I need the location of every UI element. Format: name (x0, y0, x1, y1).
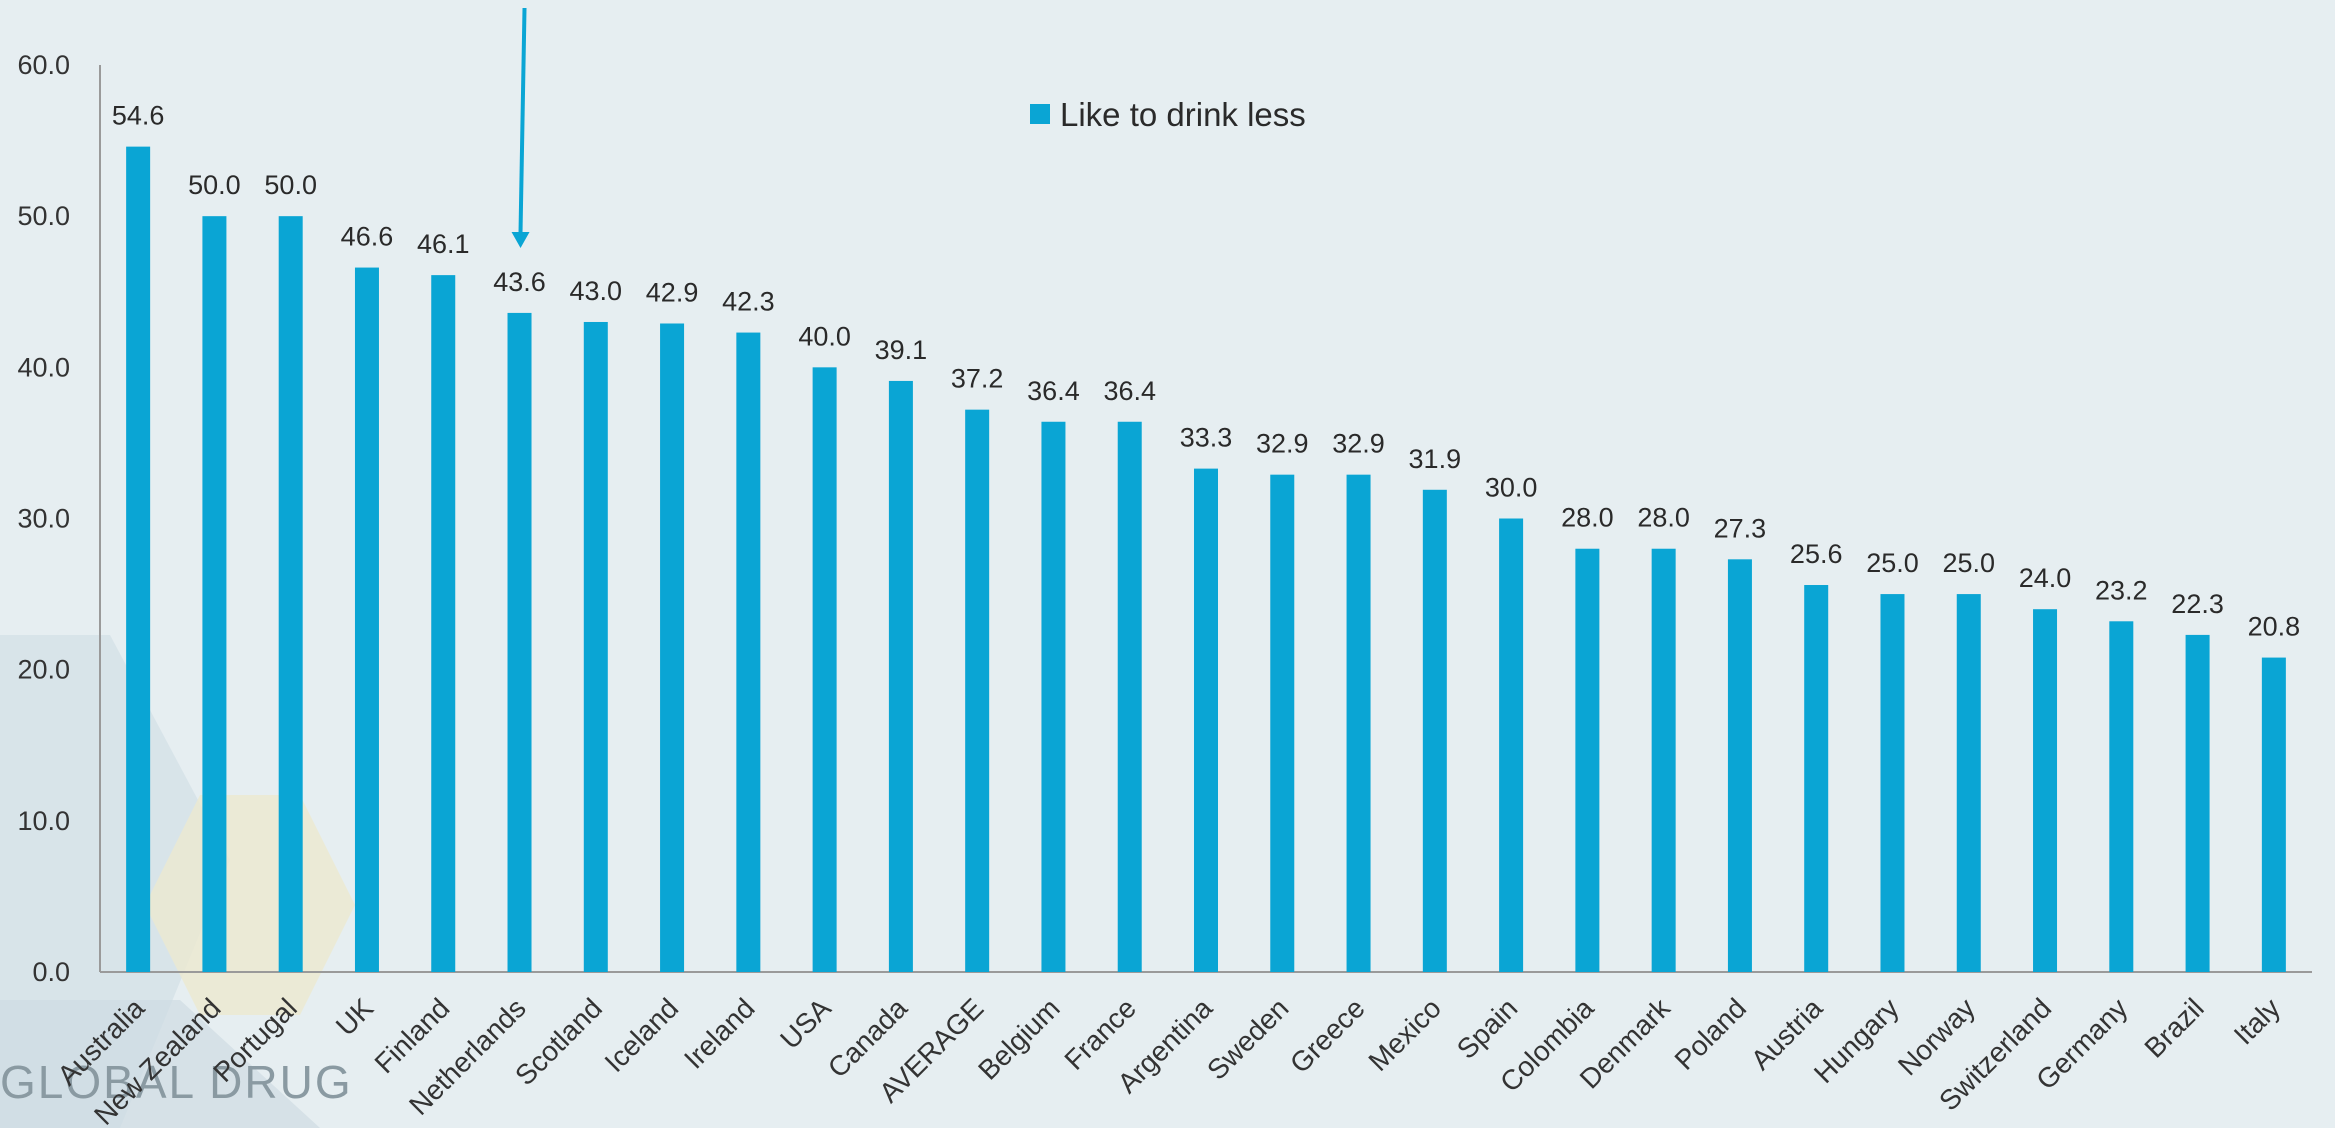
data-label: 40.0 (798, 321, 851, 351)
arrow-shaft (518, 7, 527, 233)
category-label: Hungary (1808, 992, 1905, 1089)
data-label: 46.6 (341, 222, 394, 252)
category-label: Greece (1284, 992, 1371, 1079)
bar (1575, 548, 1600, 972)
data-label: 25.0 (1866, 548, 1919, 578)
bar (1956, 594, 1981, 972)
category-label: Ireland (678, 992, 760, 1074)
bar (583, 321, 608, 972)
category-label: Poland (1669, 992, 1753, 1076)
legend: Like to drink less (1030, 96, 1306, 133)
data-label: 36.4 (1103, 376, 1156, 406)
bars-group (126, 146, 2286, 973)
category-label: USA (774, 992, 837, 1055)
bar (1346, 474, 1371, 972)
category-label: Belgium (972, 992, 1065, 1085)
category-label: Sweden (1201, 992, 1294, 1085)
bar (278, 216, 303, 972)
data-label: 23.2 (2095, 575, 2148, 605)
legend-label: Like to drink less (1060, 96, 1306, 133)
bar (431, 275, 456, 972)
bar (354, 267, 379, 972)
data-label: 20.8 (2248, 612, 2301, 642)
bar (660, 323, 685, 972)
logo-watermark: GLOBAL DRUG (0, 1056, 353, 1108)
data-label: 31.9 (1409, 444, 1462, 474)
category-label: Iceland (599, 992, 685, 1078)
bar (507, 312, 532, 972)
bar (812, 367, 837, 972)
data-label: 25.6 (1790, 539, 1843, 569)
data-label: 50.0 (188, 170, 241, 200)
data-label: 43.0 (570, 276, 623, 306)
data-label: 28.0 (1637, 503, 1690, 533)
data-label: 27.3 (1714, 513, 1767, 543)
category-label: UK (330, 992, 380, 1042)
bar (126, 146, 151, 972)
bar (1041, 421, 1066, 973)
bar (2033, 609, 2058, 972)
data-label: 32.9 (1332, 429, 1385, 459)
data-label: 32.9 (1256, 429, 1309, 459)
data-label: 39.1 (875, 335, 928, 365)
data-label: 30.0 (1485, 473, 1538, 503)
data-label: 28.0 (1561, 503, 1614, 533)
bar (736, 332, 761, 972)
bar (1270, 474, 1295, 972)
bar (1117, 421, 1142, 973)
y-tick-label: 10.0 (17, 806, 70, 836)
bar (1727, 559, 1752, 972)
y-tick-label: 60.0 (17, 50, 70, 80)
category-label: Spain (1451, 992, 1524, 1065)
bar (1194, 468, 1218, 972)
legend-swatch (1030, 104, 1050, 124)
y-tick-label: 40.0 (17, 352, 70, 382)
bar (2109, 621, 2134, 972)
category-label: Italy (2228, 992, 2286, 1050)
data-label: 54.6 (112, 101, 165, 131)
data-label: 50.0 (264, 170, 317, 200)
data-label: 43.6 (493, 267, 546, 297)
data-label: 25.0 (1942, 548, 1995, 578)
y-tick-label: 50.0 (17, 201, 70, 231)
category-label: Mexico (1362, 992, 1447, 1077)
data-label: 42.9 (646, 277, 699, 307)
data-labels-group: 54.6 50.0 50.0 46.6 46.1 43.6 43.0 42.9 42.3 40.0… (112, 101, 2300, 642)
bar (965, 409, 990, 972)
data-label: 42.3 (722, 287, 775, 317)
bar (1880, 594, 1905, 972)
category-label: Brazil (2138, 992, 2209, 1063)
bar (1651, 548, 1676, 972)
y-tick-label: 0.0 (32, 957, 70, 987)
data-label: 36.4 (1027, 376, 1080, 406)
bar (1422, 489, 1447, 972)
data-label: 24.0 (2019, 563, 2072, 593)
bar (202, 216, 227, 972)
highlight-arrow (511, 7, 530, 248)
bar (1499, 518, 1524, 972)
data-label: 37.2 (951, 364, 1004, 394)
arrow-head (511, 232, 530, 248)
bar (2185, 634, 2210, 972)
bar (1804, 585, 1829, 972)
bar (2261, 657, 2286, 972)
data-label: 33.3 (1180, 423, 1233, 453)
data-label: 22.3 (2171, 589, 2224, 619)
y-axis-ticks: 0.0 10.0 20.0 30.0 40.0 50.0 60.0 (17, 50, 70, 987)
y-tick-label: 30.0 (17, 504, 70, 534)
y-tick-label: 20.0 (17, 655, 70, 685)
bar (888, 380, 913, 972)
data-label: 46.1 (417, 229, 470, 259)
